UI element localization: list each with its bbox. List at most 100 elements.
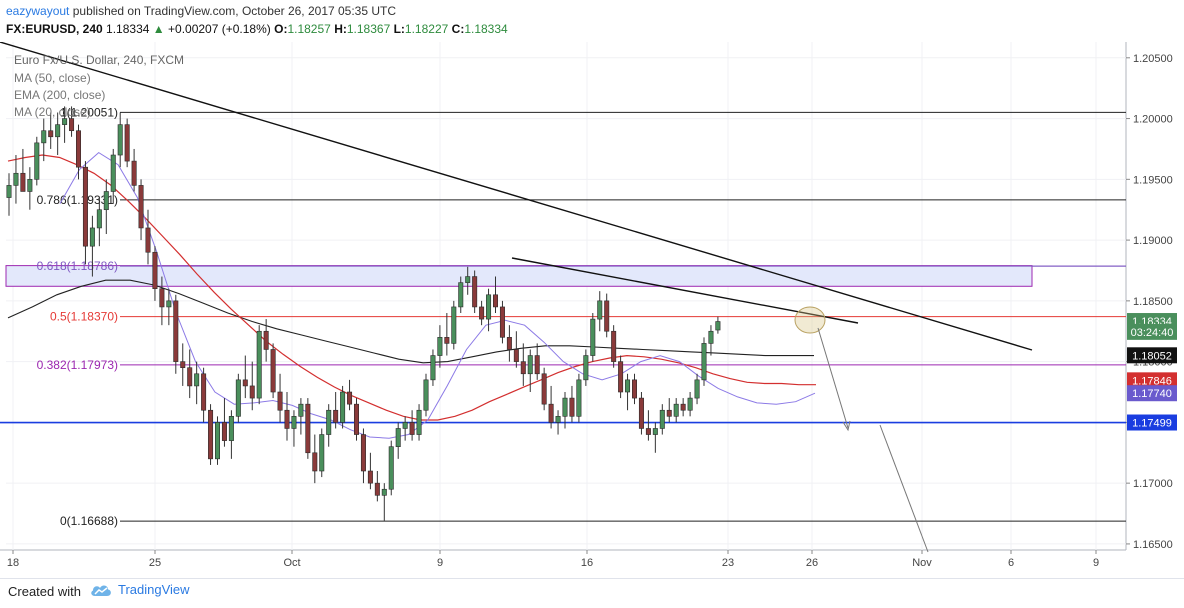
fib-zone [5,265,1033,287]
candle-body [715,321,721,331]
candle-body [527,355,533,375]
candle-body [201,373,207,411]
candle-body [131,160,137,186]
price-badge-label: 1.17499 [1132,418,1172,430]
candle-body [263,330,269,350]
candle-body [249,385,255,399]
candle-body [618,361,624,393]
x-tick-label: 23 [722,557,734,569]
price-chart[interactable]: 1(1.20051) 0.786(1.19331) 0.618(1.18786) 0.… [0,42,1184,578]
chart-legend: Euro Fx/U.S. Dollar, 240, FXCM MA (50, c… [14,53,184,119]
legend-ma20: MA (20, close) [14,105,91,119]
candle-body [555,416,561,423]
candle-body [187,367,193,387]
candle-body [402,422,408,429]
candle-body [506,337,512,350]
price-axis[interactable]: 1.20500 1.20000 1.19500 1.19000 1.18500 1.180… [1126,53,1177,551]
ma20-line [59,151,816,439]
candle-body [562,397,568,417]
change-arrow: ▲ [152,22,165,36]
close-label: C: [451,22,465,36]
candle-body [256,330,262,399]
x-tick-label: 16 [581,557,593,569]
fib-levels: 1(1.20051) 0.786(1.19331) 0.618(1.18786) 0.… [0,105,1126,528]
candle-body [645,428,651,435]
tradingview-brand-link[interactable]: TradingView [90,582,190,597]
candle-body [326,409,332,435]
candle-body [687,397,693,411]
x-tick-label: 18 [7,557,19,569]
candle-body [360,434,366,472]
candle-body [451,306,457,344]
candle-body [492,294,498,308]
candle-body [458,282,464,308]
candle-body [124,124,130,162]
candle-body [659,409,665,429]
high-value: 1.18367 [346,22,391,36]
highlight-ellipse [794,306,826,334]
candle-body [472,276,478,308]
author-link[interactable]: eazywayout [6,4,70,18]
candle-body [479,306,485,320]
fib-label: 0.382(1.17973) [37,358,118,372]
candle-body [534,355,540,375]
legend-ma50: MA (50, close) [14,71,91,85]
candle-body [298,403,304,417]
candle-body [395,428,401,447]
fib-zone-box [5,265,1033,287]
candle-body [444,337,450,344]
change-value: +0.00207 (+0.18%) [168,22,271,36]
candle-body [110,154,116,192]
projection-arrow-1 [817,327,849,429]
y-tick-label: 1.16500 [1133,539,1173,551]
candle-body [117,124,123,156]
candle-body [138,185,144,229]
candle-body [340,391,346,423]
candle-body [69,118,75,132]
candle-body [89,227,95,247]
fib-label: 1(1.20051) [60,105,118,119]
candle-body [430,355,436,381]
low-label: L: [393,22,405,36]
candle-body [62,118,68,125]
brand-label: TradingView [118,582,190,597]
candle-body [597,300,603,320]
trendlines [0,42,1033,351]
time-axis[interactable]: 18 25 Oct 9 16 23 26 Nov 6 9 [7,550,1099,569]
price-badge-label: 1.17846 [1132,375,1172,387]
candle-body [631,379,637,399]
candle-body [166,300,172,308]
x-tick-label: 25 [149,557,161,569]
chart-background [0,42,1184,578]
open-label: O: [274,22,288,36]
y-tick-label: 1.19500 [1133,174,1173,186]
candle-body [437,337,443,356]
candle-body [305,403,311,454]
candle-body [611,330,617,362]
candle-body [513,349,519,362]
candle-body [381,488,387,496]
candle-body [235,379,241,417]
price-badge [1127,347,1177,364]
minor-downtrend-line [511,257,859,324]
legend-ema200: EMA (200, close) [14,88,105,102]
candle-body [221,422,227,441]
candle-body [173,300,179,362]
candle-body [34,142,40,180]
candle-body [625,379,631,393]
candle-body [159,288,165,308]
y-tick-label: 1.19000 [1133,235,1173,247]
candle-body [423,379,429,411]
published-text: published on TradingView.com, October 26… [72,4,397,18]
price-badge-label: 1.17740 [1132,388,1172,400]
low-value: 1.18227 [404,22,449,36]
projection-arrowhead-1 [842,420,851,432]
candle-body [55,124,61,138]
open-value: 1.18257 [287,22,331,36]
candle-body [388,446,394,490]
candle-body [96,209,102,229]
candle-body [277,391,283,411]
projection-arrow-2 [879,424,929,553]
y-tick-label: 1.17000 [1133,478,1173,490]
candle-body [499,306,505,338]
